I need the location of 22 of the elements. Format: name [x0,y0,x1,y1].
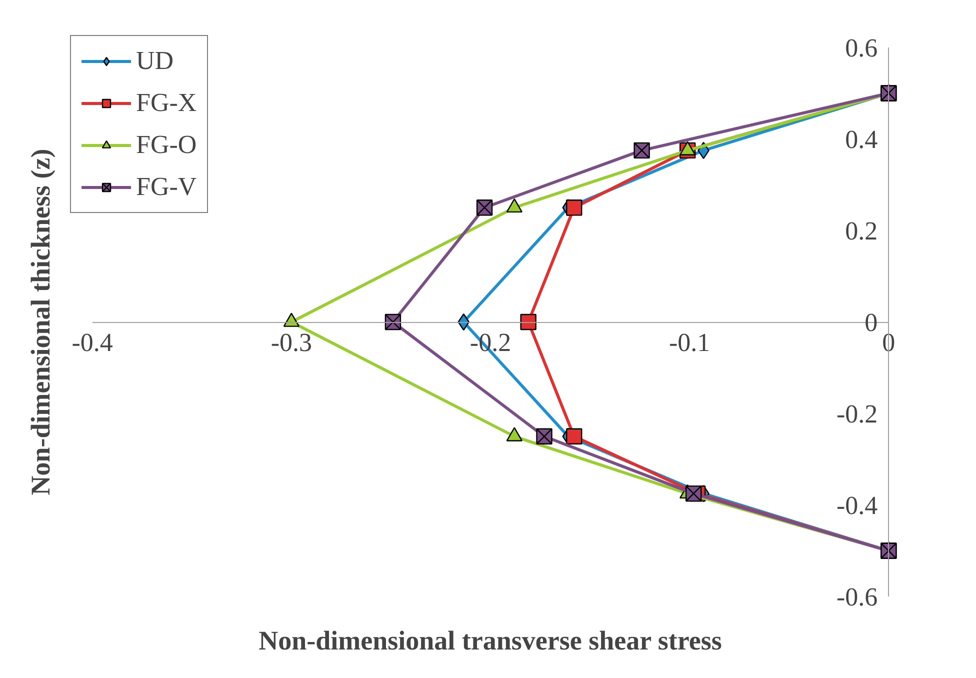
x-tick-label: 0 [882,328,896,357]
y-tick-label: 0 [864,308,878,337]
y-tick-label: 0.4 [845,124,878,154]
x-tick-label: -0.4 [72,328,113,357]
legend-label: FG-X [136,88,197,118]
y-tick-label: -0.6 [836,582,878,612]
x-tick-label: -0.3 [270,328,312,357]
y-tick-label: 0.6 [845,33,878,62]
point [566,200,582,216]
y-tick-label: -0.2 [836,400,878,429]
legend-label: FG-V [136,172,197,202]
x-tick-label: -0.1 [668,328,710,357]
y-tick-label: -0.4 [836,491,878,520]
y-tick-label: 0.2 [845,216,878,246]
y-axis-title: Non-dimensional thickness (z) [26,148,56,496]
legend-label: FG-O [136,130,197,160]
x-axis-title: Non-dimensional transverse shear stress [258,626,722,656]
point [566,428,582,444]
point [634,142,650,159]
point [536,428,552,444]
legend-label: UD [136,46,174,76]
point [520,314,536,330]
